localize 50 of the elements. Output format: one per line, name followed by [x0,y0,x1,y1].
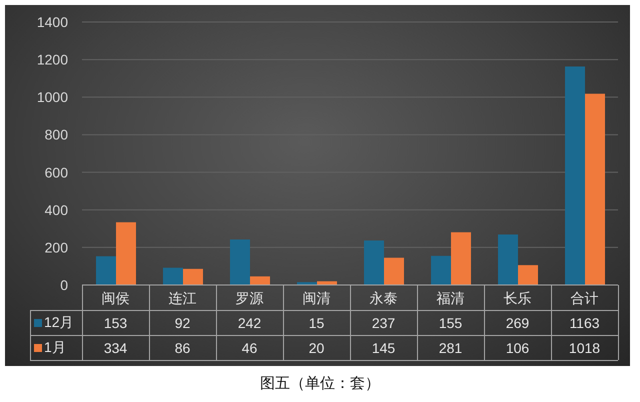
x-tick-label: 长乐 [504,290,532,306]
bar [230,240,250,285]
bar [384,258,404,285]
data-label: 15 [308,314,326,332]
legend-label: 12月 [44,314,74,332]
y-tick-label: 800 [44,126,68,143]
bar [116,222,136,285]
data-label: 106 [504,338,530,358]
x-tick-label: 连江 [168,290,196,306]
data-label: 334 [102,338,128,358]
x-tick-label: 合计 [570,290,598,306]
y-tick-label: 400 [44,202,68,218]
bar [518,265,538,285]
bar [565,66,585,285]
bar [96,256,116,285]
y-tick-label: 600 [44,164,68,180]
data-label: 153 [102,314,128,332]
x-tick-label: 福清 [436,290,464,306]
bar [364,240,384,285]
data-label: 145 [370,338,396,358]
data-label: 46 [240,338,258,358]
x-tick-label: 永泰 [370,290,398,306]
x-tick-label: 罗源 [236,290,264,306]
data-label: 86 [174,338,192,358]
data-label: 155 [438,314,464,332]
bar [317,281,337,285]
data-label: 1018 [568,338,602,358]
bar [498,234,518,285]
data-label: 237 [370,314,396,332]
data-label: 281 [438,338,464,358]
data-label: 92 [174,314,192,332]
y-tick-label: 1000 [36,89,68,106]
bar [585,94,605,285]
bar [451,232,471,285]
data-label: 1163 [568,314,601,332]
bar [163,268,183,285]
x-tick-label: 闽侯 [102,290,130,306]
legend-label: 1月 [44,338,66,356]
x-tick-label: 闽清 [302,290,330,306]
data-label: 242 [236,314,262,332]
text: 图五（单位：套） [259,374,381,393]
bar [250,276,270,285]
y-tick-label: 0 [60,276,68,293]
bar [431,256,451,285]
bar [183,268,203,285]
data-label: 269 [504,314,530,332]
y-tick-label: 1200 [36,52,68,68]
y-tick-label: 1400 [36,14,68,30]
y-tick-label: 200 [44,239,68,256]
data-label: 20 [308,338,326,358]
